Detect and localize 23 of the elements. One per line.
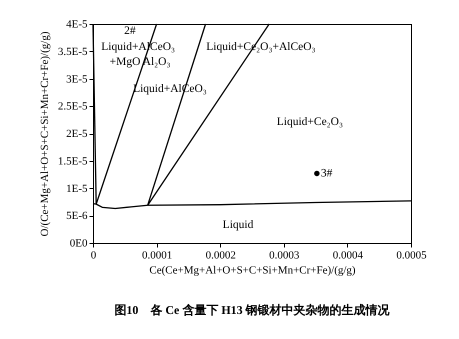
annotation: +MgO Al₂O₃ — [110, 56, 170, 68]
annotation: Liquid — [222, 219, 254, 232]
annotation: 2# — [124, 25, 136, 38]
x-tick-label: 0.0003 — [269, 250, 300, 262]
y-tick-label: 5E-6 — [66, 210, 88, 222]
y-tick-label: 3E-5 — [66, 73, 88, 86]
y-tick-label: 2.5E-5 — [58, 100, 88, 113]
y-tick-label: 1.5E-5 — [58, 155, 88, 168]
x-tick-label: 0.0002 — [206, 250, 236, 262]
y-tick-label: 4E-5 — [66, 18, 88, 30]
y-tick-label: 2E-5 — [66, 128, 88, 140]
y-axis-title: O/(Ce+Mg+Al+O+S+C+Si+Mn+Cr+Fe)/(g/g) — [38, 31, 51, 236]
text: 图10 各 Ce 含量下 H13 钢锻材中夹杂物的生成情况 — [114, 303, 391, 317]
x-tick-label: 0.0001 — [142, 250, 172, 262]
y-tick-label: 3.5E-5 — [58, 46, 88, 58]
annotation: 3# — [320, 167, 333, 180]
y-tick-label: 1E-5 — [66, 182, 88, 195]
x-tick-label: 0 — [90, 250, 97, 262]
x-tick-label: 0.0005 — [396, 250, 428, 262]
x-tick-label: 0.0004 — [332, 250, 364, 262]
annotation: Liquid+Ce₂O₃ — [276, 116, 343, 128]
x-axis-title: Ce(Ce+Mg+Al+O+S+C+Si+Mn+Cr+Fe)/(g/g) — [149, 264, 356, 276]
y-tick-label: 0E0 — [70, 238, 88, 250]
